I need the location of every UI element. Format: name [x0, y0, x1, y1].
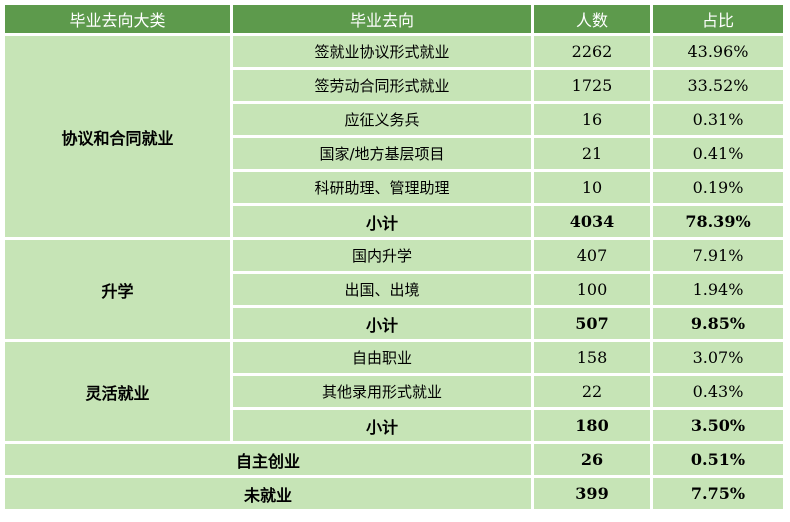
count-cell: 407 [534, 240, 650, 271]
subtotal-count: 4034 [534, 206, 650, 237]
table-row: 签劳动合同形式就业 1725 33.52% [5, 70, 783, 101]
count-cell: 100 [534, 274, 650, 305]
header-count: 人数 [534, 5, 650, 33]
category-cell: 协议和合同就业 [5, 36, 230, 237]
percent-cell: 0.31% [653, 104, 783, 135]
table-row: 其他录用形式就业 22 0.43% [5, 376, 783, 407]
subtotal-label: 小计 [233, 308, 531, 339]
destination-cell: 国家/地方基层项目 [233, 138, 531, 169]
total-row: 自主创业 26 0.51% [5, 444, 783, 475]
destination-cell: 其他录用形式就业 [233, 376, 531, 407]
destination-cell: 出国、出境 [233, 274, 531, 305]
total-count: 26 [534, 444, 650, 475]
total-label: 未就业 [5, 478, 531, 509]
subtotal-label: 小计 [233, 206, 531, 237]
destination-cell: 科研助理、管理助理 [233, 172, 531, 203]
percent-cell: 43.96% [653, 36, 783, 67]
table-row: 灵活就业 自由职业 158 3.07% [5, 342, 783, 441]
header-destination: 毕业去向 [233, 5, 531, 33]
total-row: 未就业 399 7.75% [5, 478, 783, 509]
percent-cell: 33.52% [653, 70, 783, 101]
table-row: 应征义务兵 16 0.31% [5, 104, 783, 135]
destination-cell: 国内升学 [233, 240, 531, 271]
percent-cell: 3.07% [653, 342, 783, 373]
table-row: 国家/地方基层项目 21 0.41% [5, 138, 783, 169]
destination-cell: 签劳动合同形式就业 [233, 70, 531, 101]
header-percent: 占比 [653, 5, 783, 33]
employment-table: 毕业去向大类 毕业去向 人数 占比 协议和合同就业 签就业协议形式就业 2262… [2, 2, 786, 512]
destination-cell: 应征义务兵 [233, 104, 531, 135]
subtotal-percent: 9.85% [653, 308, 783, 339]
subtotal-count: 507 [534, 308, 650, 339]
subtotal-count: 180 [534, 410, 650, 441]
category-cell: 升学 [5, 240, 230, 339]
percent-cell: 1.94% [653, 274, 783, 305]
percent-cell: 0.43% [653, 376, 783, 407]
percent-cell: 0.19% [653, 172, 783, 203]
category-cell: 灵活就业 [5, 342, 230, 441]
count-cell: 22 [534, 376, 650, 407]
total-percent: 0.51% [653, 444, 783, 475]
total-percent: 7.75% [653, 478, 783, 509]
table-row: 协议和合同就业 签就业协议形式就业 2262 43.96% [5, 36, 783, 237]
subtotal-percent: 3.50% [653, 410, 783, 441]
total-label: 自主创业 [5, 444, 531, 475]
count-cell: 16 [534, 104, 650, 135]
subtotal-label: 小计 [233, 410, 531, 441]
count-cell: 2262 [534, 36, 650, 67]
total-count: 399 [534, 478, 650, 509]
header-row: 毕业去向大类 毕业去向 人数 占比 [5, 5, 783, 33]
header-category: 毕业去向大类 [5, 5, 230, 33]
table-row: 升学 国内升学 407 7.91% [5, 240, 783, 339]
subtotal-row: 小计 180 3.50% [5, 410, 783, 441]
destination-cell: 自由职业 [233, 342, 531, 373]
subtotal-percent: 78.39% [653, 206, 783, 237]
destination-cell: 签就业协议形式就业 [233, 36, 531, 67]
percent-cell: 7.91% [653, 240, 783, 271]
table-row: 科研助理、管理助理 10 0.19% [5, 172, 783, 203]
count-cell: 10 [534, 172, 650, 203]
percent-cell: 0.41% [653, 138, 783, 169]
subtotal-row: 小计 4034 78.39% [5, 206, 783, 237]
subtotal-row: 小计 507 9.85% [5, 308, 783, 339]
count-cell: 1725 [534, 70, 650, 101]
count-cell: 21 [534, 138, 650, 169]
count-cell: 158 [534, 342, 650, 373]
table-row: 出国、出境 100 1.94% [5, 274, 783, 305]
